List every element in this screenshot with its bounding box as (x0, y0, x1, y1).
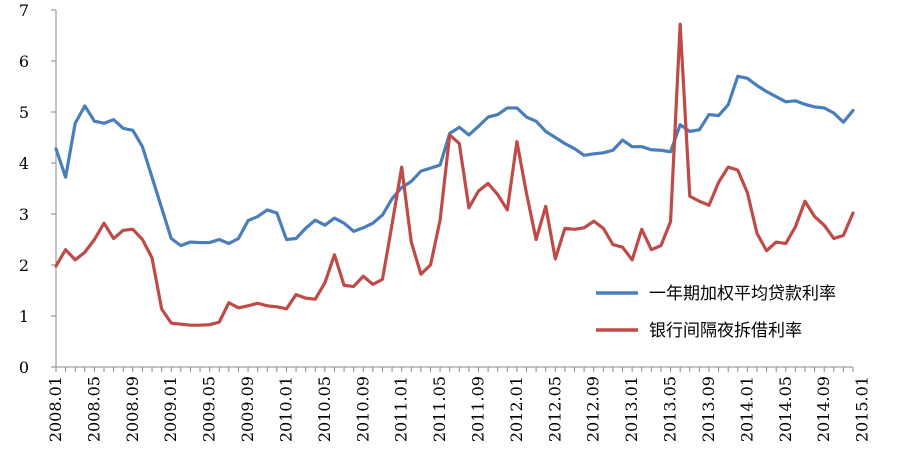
x-tick-label: 2010.05 (315, 376, 334, 442)
y-tick-label: 5 (19, 103, 29, 122)
x-tick-label: 2009.01 (161, 376, 180, 442)
x-tick-label: 2014.05 (776, 376, 795, 442)
y-tick-label: 4 (19, 154, 29, 173)
series-line-2 (54, 22, 855, 327)
x-tick-label: 2013.09 (699, 376, 718, 442)
y-tick-label: 0 (19, 358, 29, 377)
y-tick-label: 1 (19, 307, 29, 326)
x-tick-label: 2011.05 (430, 376, 449, 442)
legend: 一年期加权平均贷款利率 银行间隔夜拆借利率 (596, 284, 836, 341)
x-tick-label: 2014.09 (814, 376, 833, 442)
y-tick-label: 3 (19, 205, 29, 224)
x-tick-label: 2010.09 (353, 376, 372, 442)
x-tick-label: 2012.01 (507, 376, 526, 442)
y-tick-label: 6 (19, 52, 29, 71)
x-tick-label: 2014.01 (737, 376, 756, 442)
x-tick-label: 2011.01 (392, 376, 411, 442)
y-tick-label: 2 (19, 256, 29, 275)
legend-label-series-2: 银行间隔夜拆借利率 (649, 321, 802, 341)
x-tick-label: 2008.05 (84, 376, 103, 442)
y-axis: 0 1 2 3 4 5 6 7 (19, 1, 57, 377)
series-lines (54, 22, 855, 327)
x-tick-label: 2008.01 (46, 376, 65, 442)
legend-label-series-1: 一年期加权平均贷款利率 (649, 284, 836, 304)
x-tick-label: 2013.05 (661, 376, 680, 442)
y-tick-label: 7 (19, 1, 29, 20)
x-axis: 2008.01 2008.05 2008.09 2009.01 2009.05 2009.… (46, 366, 872, 442)
x-tick-label: 2010.01 (276, 376, 295, 442)
x-tick-label: 2012.09 (584, 376, 603, 442)
x-tick-label: 2012.05 (545, 376, 564, 442)
series-line-1 (54, 74, 855, 248)
x-tick-label: 2009.05 (200, 376, 219, 442)
x-tick-label: 2008.09 (123, 376, 142, 442)
x-tick-label: 2013.01 (622, 376, 641, 442)
x-tick-label: 2011.09 (469, 376, 488, 442)
x-tick-label: 2009.09 (238, 376, 257, 442)
x-tick-label: 2015.01 (853, 376, 872, 442)
